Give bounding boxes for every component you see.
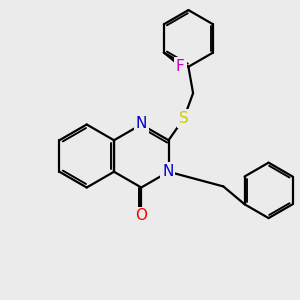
Text: O: O xyxy=(135,208,147,223)
Text: N: N xyxy=(136,116,147,131)
Text: N: N xyxy=(162,164,174,179)
Text: F: F xyxy=(176,58,185,74)
Text: S: S xyxy=(179,111,189,126)
